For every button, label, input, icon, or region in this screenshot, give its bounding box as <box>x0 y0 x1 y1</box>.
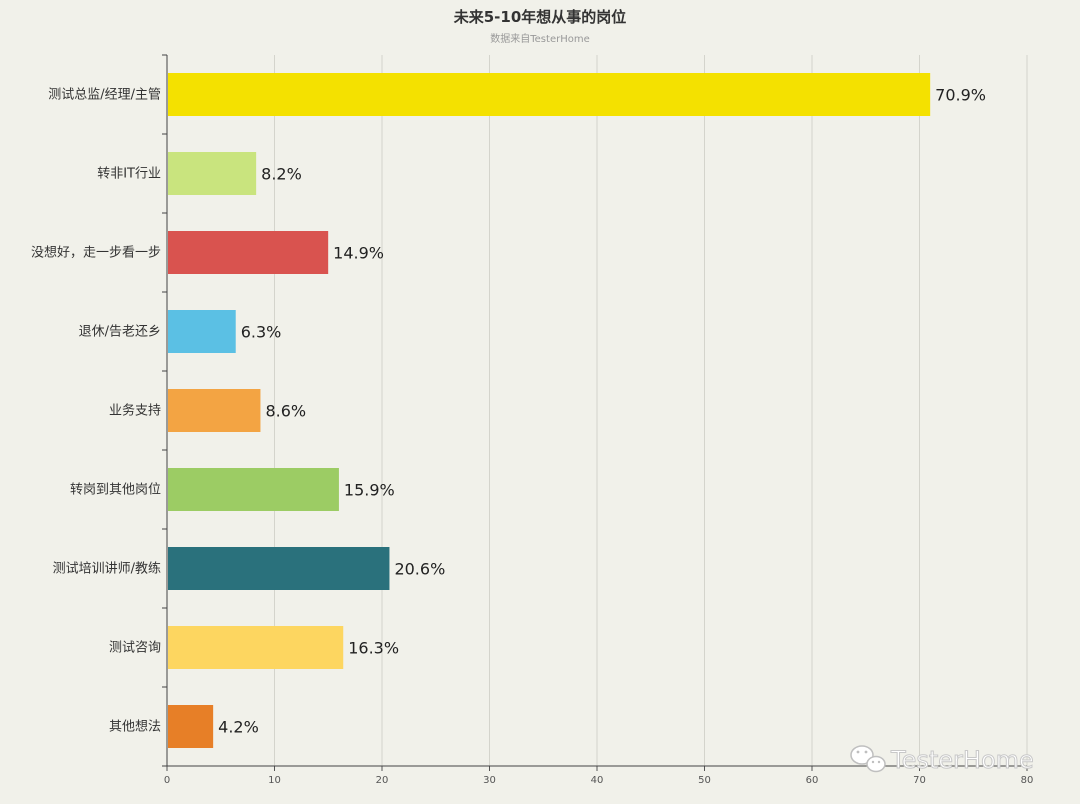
x-tick-label: 10 <box>268 775 281 786</box>
data-label: 8.2% <box>261 165 302 184</box>
category-label: 转非IT行业 <box>97 167 161 182</box>
x-tick-label: 50 <box>698 775 711 786</box>
data-label: 6.3% <box>241 323 282 342</box>
watermark: TesterHome <box>850 745 1034 775</box>
data-label: 8.6% <box>265 402 306 421</box>
category-label: 退休/告老还乡 <box>79 325 161 340</box>
bar <box>168 73 931 116</box>
bar <box>168 310 236 353</box>
bar <box>168 547 390 590</box>
category-label: 测试咨询 <box>109 641 161 656</box>
wechat-icon <box>850 745 886 773</box>
data-label: 15.9% <box>344 481 395 500</box>
x-tick-label: 0 <box>164 775 170 786</box>
x-tick-label: 20 <box>376 775 389 786</box>
category-label: 其他想法 <box>109 719 161 735</box>
data-label: 16.3% <box>348 639 399 658</box>
x-tick-label: 70 <box>913 775 926 786</box>
bar <box>168 705 214 748</box>
data-label: 14.9% <box>333 244 384 263</box>
category-label: 没想好，走一步看一步 <box>31 245 161 261</box>
x-tick-labels: 0 10 20 30 40 50 60 70 80 <box>164 775 1034 786</box>
x-tick-label: 80 <box>1021 775 1034 786</box>
data-label: 20.6% <box>394 560 445 579</box>
data-label: 4.2% <box>218 718 259 737</box>
category-label: 业务支持 <box>109 403 161 419</box>
bar <box>168 231 329 274</box>
chart-title: 未来5-10年想从事的岗位 <box>453 8 627 26</box>
bar <box>168 389 261 432</box>
bar <box>168 626 344 669</box>
category-label: 测试总监/经理/主管 <box>48 88 161 103</box>
gridlines <box>274 55 1028 766</box>
x-tick-label: 30 <box>483 775 496 786</box>
bars <box>168 73 931 748</box>
bar <box>168 468 339 511</box>
x-tick-label: 40 <box>591 775 604 786</box>
category-labels: 测试总监/经理/主管转非IT行业没想好，走一步看一步退休/告老还乡业务支持转岗到… <box>31 88 161 735</box>
category-label: 转岗到其他岗位 <box>70 483 161 498</box>
data-label: 70.9% <box>935 86 986 105</box>
bar <box>168 152 257 195</box>
category-label: 测试培训讲师/教练 <box>53 561 161 577</box>
watermark-text: TesterHome <box>890 746 1034 774</box>
x-tick-label: 60 <box>806 775 819 786</box>
chart-subtitle: 数据来自TesterHome <box>490 32 590 45</box>
data-labels: 70.9% 8.2% 14.9% 6.3% 8.6% 15.9% 20.6% 16.3% 4.2… <box>218 86 986 737</box>
